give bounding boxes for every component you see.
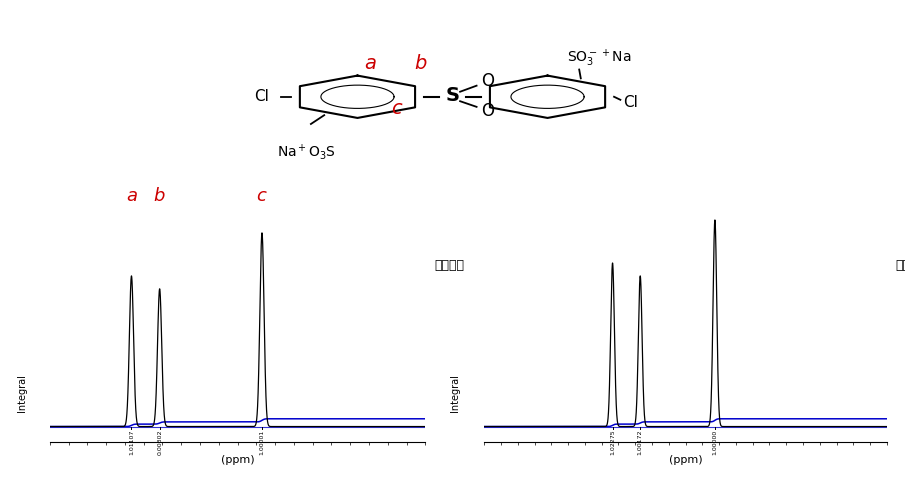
- Text: 1.01107: 1.01107: [129, 429, 134, 455]
- Text: Cl: Cl: [254, 89, 269, 104]
- Text: $c$: $c$: [391, 100, 404, 119]
- Text: $\mathit{a}$: $\mathit{a}$: [126, 187, 138, 205]
- Text: $\mathit{c}$: $\mathit{c}$: [256, 187, 268, 205]
- Text: $\mathregular{SO_3^-}$$\mathregular{^+Na}$: $\mathregular{SO_3^-}$$\mathregular{^+Na…: [567, 48, 631, 69]
- Text: O: O: [481, 72, 494, 90]
- Text: $b$: $b$: [414, 54, 427, 73]
- Text: 1.00172: 1.00172: [638, 429, 643, 455]
- Text: O: O: [481, 102, 494, 120]
- Text: S: S: [445, 86, 460, 105]
- Text: Integral: Integral: [17, 374, 27, 412]
- Text: 1.00000: 1.00000: [712, 429, 718, 455]
- Text: 0.00302: 0.00302: [157, 429, 162, 455]
- Text: Cl: Cl: [624, 96, 638, 110]
- X-axis label: (ppm): (ppm): [221, 455, 254, 465]
- Text: 기준공정: 기준공정: [434, 259, 465, 272]
- Text: 1.02275: 1.02275: [610, 429, 615, 455]
- X-axis label: (ppm): (ppm): [669, 455, 702, 465]
- Text: $\mathregular{Na^+}$$\mathregular{O_3S}$: $\mathregular{Na^+}$$\mathregular{O_3S}$: [277, 142, 337, 162]
- Text: $a$: $a$: [364, 55, 376, 72]
- Text: 1.00001: 1.00001: [260, 429, 264, 455]
- Text: $\mathit{b}$: $\mathit{b}$: [153, 187, 166, 205]
- Text: Integral: Integral: [450, 374, 460, 412]
- Text: 개선공정: 개선공정: [895, 259, 905, 272]
